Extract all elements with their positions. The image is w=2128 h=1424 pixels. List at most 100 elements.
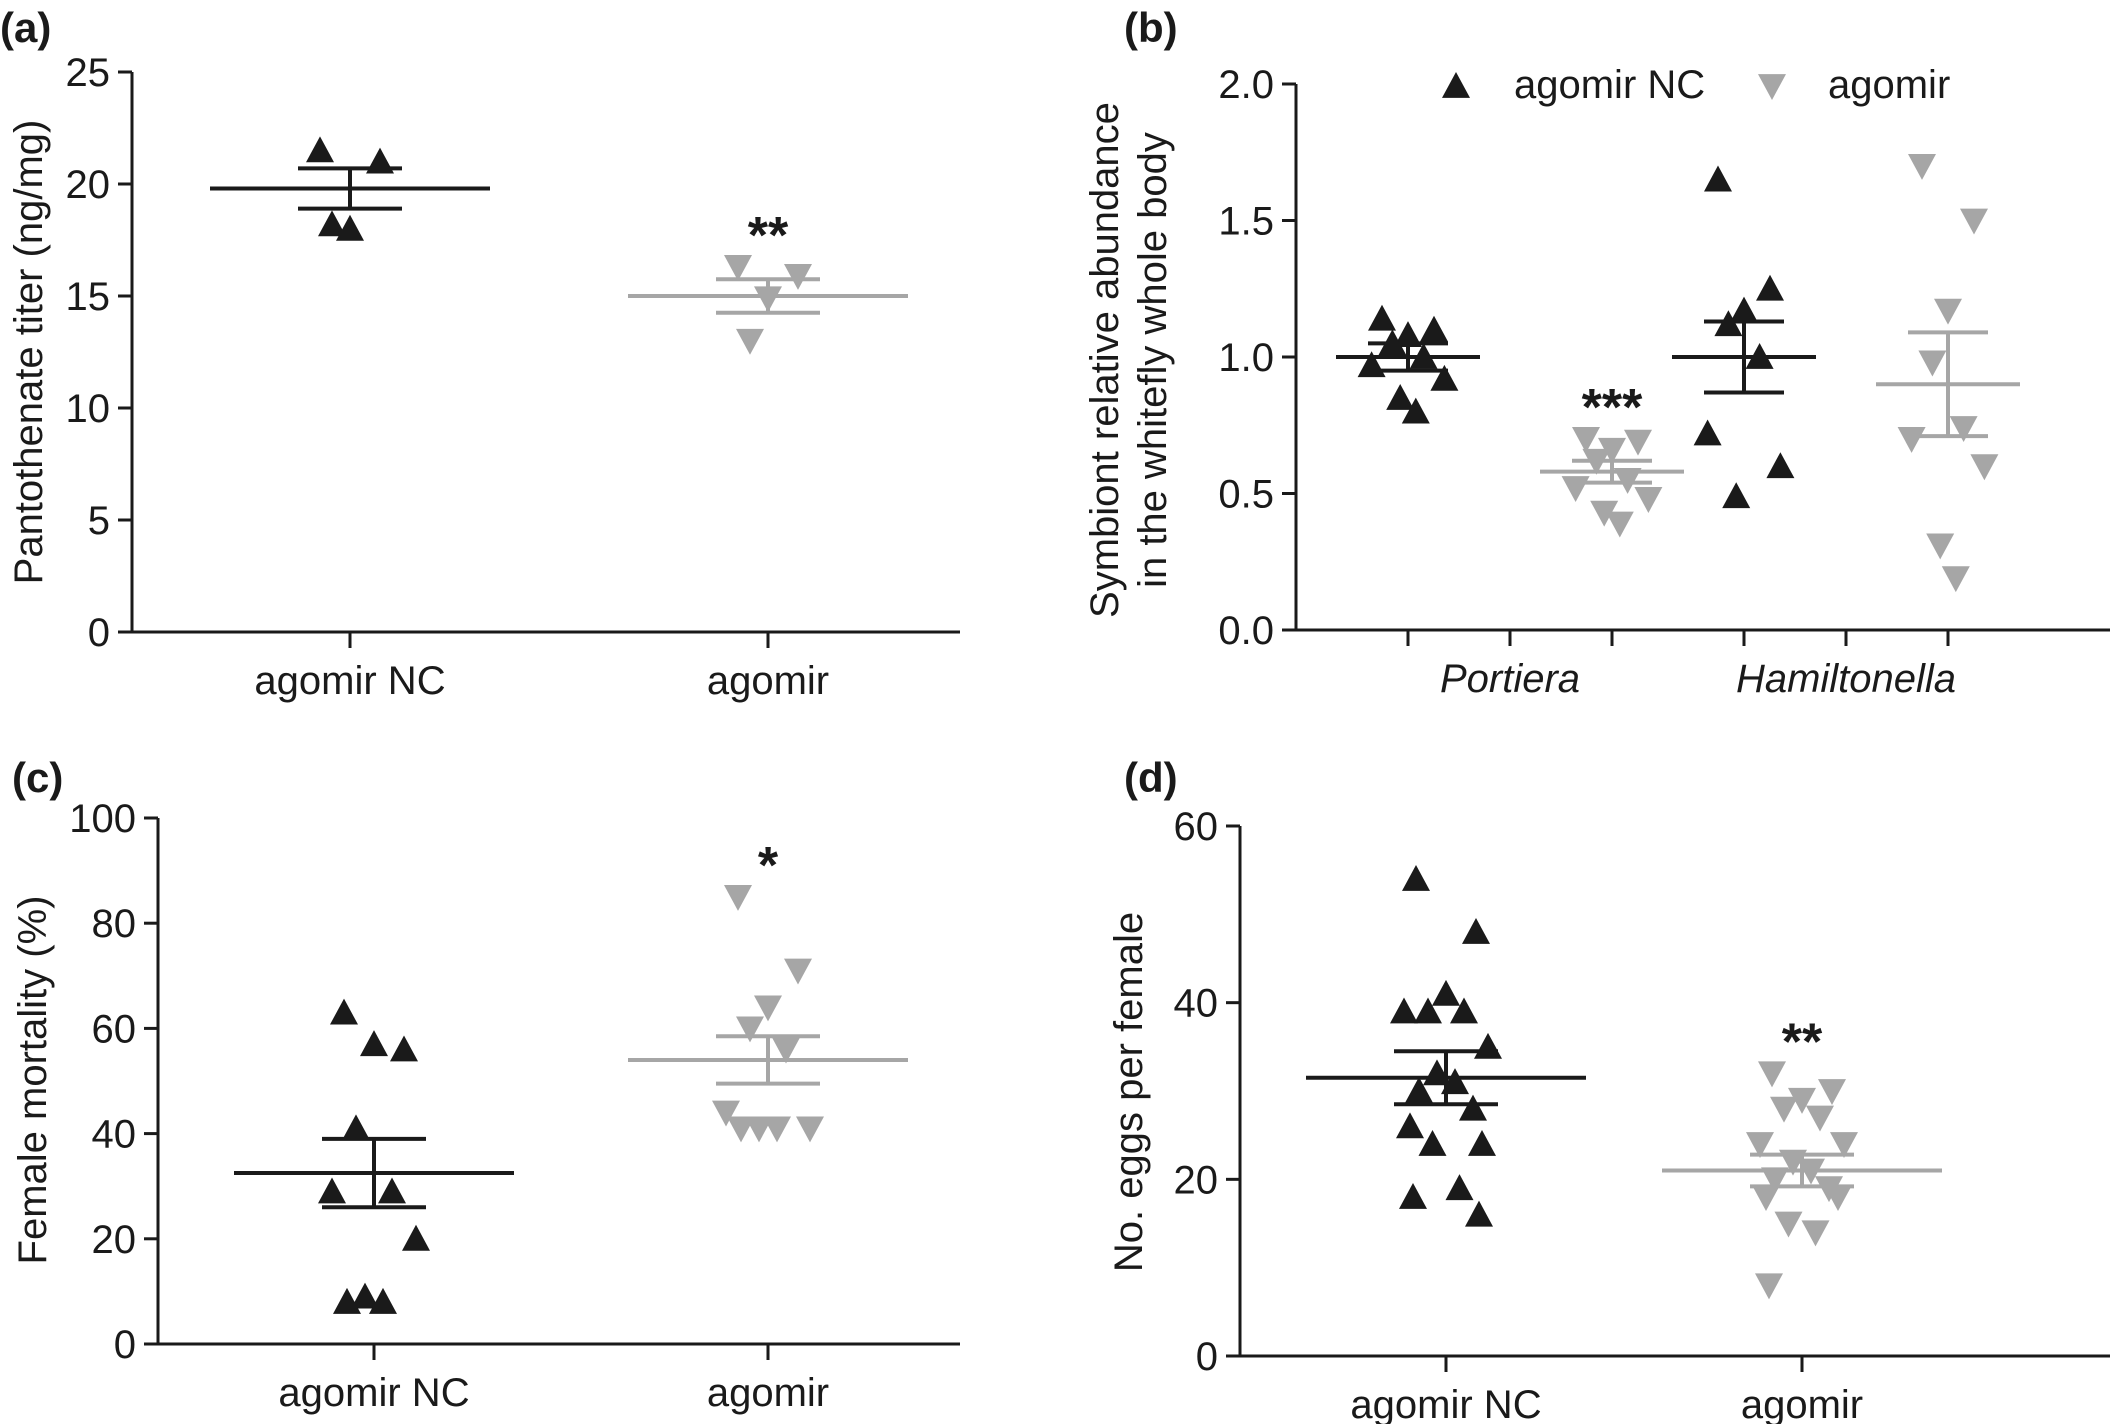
data-point xyxy=(1445,1174,1474,1201)
x-tick-label: agomir NC xyxy=(254,659,445,703)
data-point xyxy=(318,210,346,237)
x-tick-label: Portiera xyxy=(1440,657,1580,701)
series-agomir: ** xyxy=(1662,1013,1942,1300)
data-point xyxy=(1402,865,1430,891)
series-agomir: *** xyxy=(1540,379,1684,538)
data-point xyxy=(1758,1061,1786,1088)
data-point xyxy=(1605,511,1634,538)
legend-marker-agomir-nc xyxy=(1442,72,1470,98)
series-agomir-nc xyxy=(1306,865,1586,1227)
data-point xyxy=(1926,533,1955,560)
y-tick-label: 60 xyxy=(1174,805,1219,849)
chart-panel-a: 0 5 10 15 20 25 agomir NC agomir (a) Pantothenate… xyxy=(0,4,960,703)
data-point xyxy=(1598,437,1626,464)
data-point xyxy=(1414,997,1442,1024)
data-point xyxy=(763,1116,791,1143)
data-point xyxy=(1970,454,1999,481)
data-point xyxy=(745,1116,773,1143)
x-tick-label: Hamiltonella xyxy=(1736,657,1956,701)
data-point xyxy=(1746,1132,1774,1158)
series-agomir-nc xyxy=(234,998,514,1314)
data-point xyxy=(1730,296,1758,323)
legend: agomir NC agomir xyxy=(1442,63,1950,107)
data-point xyxy=(1830,1132,1858,1158)
data-point xyxy=(1624,429,1652,456)
data-point xyxy=(1396,1112,1424,1139)
series-agomir-nc xyxy=(1336,304,1480,424)
y-tick-label: 10 xyxy=(66,387,111,431)
data-point xyxy=(1459,1094,1487,1121)
data-point xyxy=(1770,1096,1798,1123)
data-point xyxy=(1908,154,1936,180)
data-point xyxy=(754,995,782,1022)
data-point xyxy=(1430,364,1459,391)
data-point xyxy=(369,1287,397,1314)
data-point xyxy=(1561,476,1590,503)
data-point xyxy=(1941,566,1970,593)
data-point xyxy=(402,1224,430,1251)
data-point xyxy=(1818,1079,1846,1105)
data-point xyxy=(1774,1211,1803,1238)
data-point xyxy=(318,1177,346,1204)
data-point xyxy=(333,1287,361,1314)
panel-label: (b) xyxy=(1124,4,1178,51)
y-tick-label: 40 xyxy=(1174,982,1219,1026)
y-tick-label: 0.0 xyxy=(1218,609,1274,653)
data-point xyxy=(1934,298,1962,325)
data-point xyxy=(330,998,358,1025)
data-point xyxy=(378,1177,406,1204)
y-tick-label: 60 xyxy=(92,1007,137,1051)
data-point xyxy=(1788,1087,1816,1114)
panel-label: (d) xyxy=(1124,754,1178,801)
data-point xyxy=(1420,315,1448,342)
series-agomir-nc xyxy=(210,136,490,241)
y-tick-label: 20 xyxy=(1174,1158,1219,1202)
data-point xyxy=(1399,1183,1427,1209)
data-point xyxy=(360,1030,388,1057)
data-point xyxy=(1405,1077,1433,1103)
data-point xyxy=(1755,1273,1783,1300)
chart-panel-d: 0 20 40 60 agomir NC agomir (d) No. eggs per fe… xyxy=(1107,754,2110,1424)
series-agomir xyxy=(1876,154,2020,593)
data-point xyxy=(724,254,752,281)
data-point xyxy=(736,328,764,355)
legend-label-agomir: agomir xyxy=(1828,63,1950,107)
data-point xyxy=(1693,419,1722,446)
data-point xyxy=(1394,321,1422,348)
y-tick-label: 0 xyxy=(114,1323,136,1367)
y-tick-label: 0.5 xyxy=(1218,473,1274,517)
data-point xyxy=(772,1037,800,1064)
data-point xyxy=(724,885,752,911)
y-tick-label: 100 xyxy=(69,797,136,841)
data-point xyxy=(1468,1130,1496,1156)
y-tick-label: 1.0 xyxy=(1218,336,1274,380)
y-axis-label: Female mortality (%) xyxy=(11,896,55,1265)
data-point xyxy=(712,1100,740,1127)
y-axis-label: No. eggs per female xyxy=(1107,912,1151,1272)
x-tick-label: agomir NC xyxy=(278,1371,469,1415)
data-point xyxy=(1897,427,1926,453)
data-point xyxy=(1806,1105,1834,1132)
significance-label: ** xyxy=(1782,1013,1823,1071)
y-axis-label: in the whitefly whole body xyxy=(1131,132,1175,588)
y-tick-label: 40 xyxy=(92,1113,137,1157)
x-tick-label: agomir NC xyxy=(1350,1383,1541,1424)
y-axis-label: Symbiont relative abundance xyxy=(1083,102,1127,618)
x-tick-label: agomir xyxy=(707,1371,829,1415)
y-tick-label: 20 xyxy=(66,163,111,207)
panel-label: (a) xyxy=(0,4,51,51)
data-point xyxy=(1756,274,1784,301)
data-point xyxy=(390,1035,418,1062)
data-point xyxy=(727,1116,755,1143)
y-tick-label: 0 xyxy=(88,611,110,655)
data-point xyxy=(1572,427,1600,453)
y-tick-label: 5 xyxy=(88,499,110,543)
data-point xyxy=(1918,350,1947,377)
data-point xyxy=(1722,482,1751,509)
data-point xyxy=(1474,1032,1502,1059)
data-point xyxy=(351,1282,379,1309)
data-point xyxy=(1766,452,1795,479)
data-point xyxy=(1801,1220,1830,1247)
y-tick-label: 20 xyxy=(92,1218,137,1262)
y-tick-label: 0 xyxy=(1196,1335,1218,1379)
